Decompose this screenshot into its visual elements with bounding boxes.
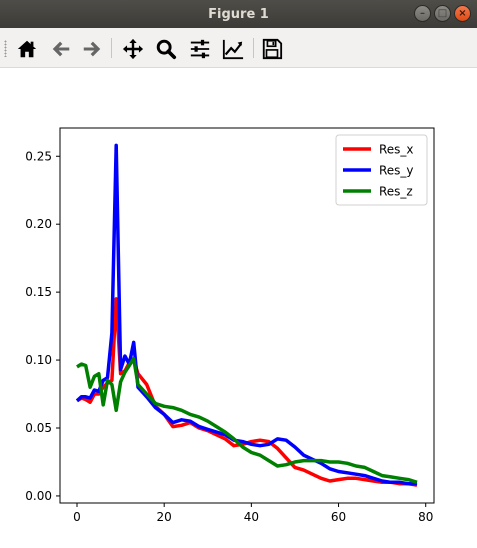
pan-move-icon — [122, 38, 144, 60]
y-tick-label: 0.05 — [25, 421, 52, 435]
back-button[interactable] — [48, 36, 74, 62]
zoom-button[interactable] — [153, 36, 179, 62]
window-title: Figure 1 — [208, 6, 269, 22]
axes-frame — [59, 127, 435, 504]
subplots-sliders-icon — [190, 39, 210, 59]
x-tick-label: 20 — [157, 510, 172, 524]
y-tick-label: 0.10 — [25, 353, 52, 367]
x-axis-ticks: 0 20 40 60 80 — [73, 503, 433, 524]
close-button[interactable]: × — [454, 5, 471, 22]
series-lines — [75, 143, 418, 487]
figure-canvas[interactable]: 0 20 40 60 80 0.00 0.05 0.10 0.15 0.20 0.25 Res_x… — [0, 68, 477, 548]
navigation-toolbar — [0, 28, 477, 68]
forward-arrow-icon — [83, 41, 101, 57]
toolbar-separator — [253, 38, 254, 58]
y-tick-label: 0.15 — [25, 285, 52, 299]
x-tick-label: 80 — [418, 510, 433, 524]
axes-edit-icon — [222, 39, 244, 60]
maximize-button[interactable]: □ — [434, 5, 451, 22]
x-tick-label: 60 — [331, 510, 346, 524]
forward-button[interactable] — [79, 36, 105, 62]
save-floppy-icon — [262, 38, 283, 60]
zoom-magnifier-icon — [156, 39, 177, 60]
legend: Res_x Res_y Res_z — [335, 134, 428, 206]
y-tick-label: 0.25 — [25, 149, 52, 163]
back-arrow-icon — [52, 41, 70, 57]
toolbar-grip-icon[interactable] — [4, 40, 7, 57]
legend-label: Res_y — [379, 164, 414, 178]
legend-label: Res_z — [379, 185, 413, 199]
x-tick-label: 40 — [244, 510, 259, 524]
pan-button[interactable] — [120, 36, 146, 62]
subplots-button[interactable] — [187, 36, 213, 62]
legend-box — [335, 134, 428, 206]
home-icon — [17, 40, 37, 58]
legend-label: Res_x — [379, 143, 414, 157]
line-chart: 0 20 40 60 80 0.00 0.05 0.10 0.15 0.20 0.25 Res_x… — [25, 127, 435, 524]
y-tick-label: 0.20 — [25, 217, 52, 231]
toolbar-separator — [111, 38, 112, 58]
series-line-res-y — [75, 143, 417, 486]
y-tick-label: 0.00 — [25, 489, 52, 503]
series-line-res-z — [76, 356, 418, 484]
window-controls: – □ × — [414, 5, 471, 22]
home-button[interactable] — [14, 36, 40, 62]
y-axis-ticks: 0.00 0.05 0.10 0.15 0.20 0.25 — [25, 149, 60, 503]
series-line-res-x — [76, 297, 418, 487]
x-tick-label: 0 — [73, 510, 81, 524]
edit-axes-button[interactable] — [220, 36, 246, 62]
minimize-button[interactable]: – — [414, 5, 431, 22]
save-button[interactable] — [259, 36, 285, 62]
window-titlebar: Figure 1 – □ × — [0, 0, 477, 28]
